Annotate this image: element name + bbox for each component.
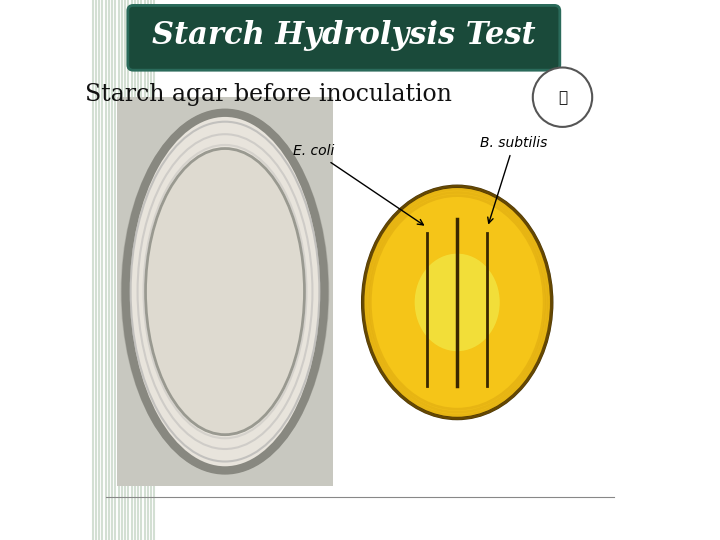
Text: B. subtilis: B. subtilis xyxy=(480,136,548,223)
Ellipse shape xyxy=(363,186,552,418)
Ellipse shape xyxy=(145,148,305,435)
Bar xyxy=(117,97,333,486)
Ellipse shape xyxy=(415,254,500,351)
Text: Starch agar before inoculation: Starch agar before inoculation xyxy=(85,83,451,106)
Text: Starch Hydrolysis Test: Starch Hydrolysis Test xyxy=(152,19,536,51)
FancyBboxPatch shape xyxy=(128,5,560,70)
Circle shape xyxy=(533,68,593,127)
Text: 🎓: 🎓 xyxy=(558,90,567,105)
Ellipse shape xyxy=(121,109,329,474)
Ellipse shape xyxy=(125,113,324,470)
Text: E. coli: E. coli xyxy=(294,144,423,225)
